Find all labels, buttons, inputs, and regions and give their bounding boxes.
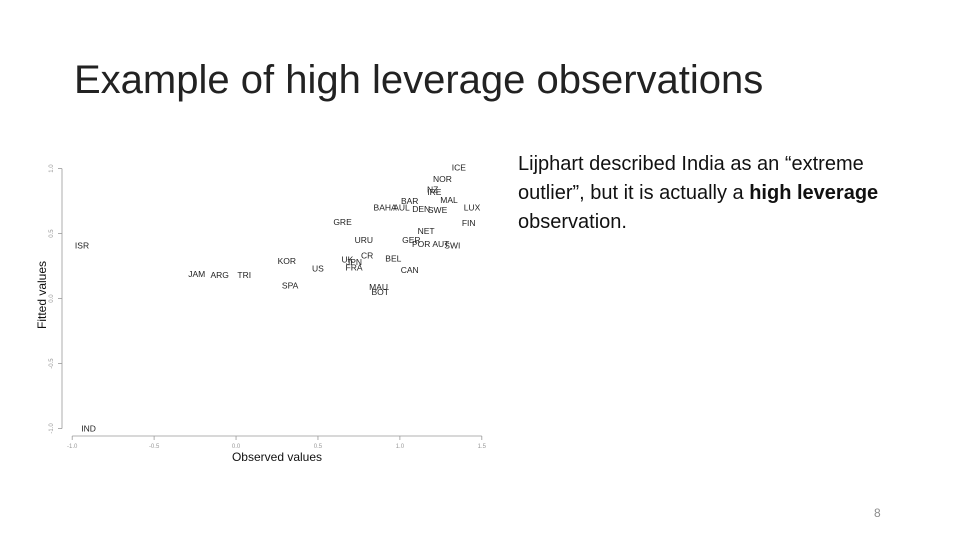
x-axis-title: Observed values	[232, 450, 322, 464]
point-label-arg: ARG	[210, 270, 228, 280]
point-label-swe: SWE	[428, 205, 448, 215]
point-label-cr: CR	[361, 251, 373, 261]
plot-ticks: -1.0 -0.5 0.0 0.5 1.0 1.5 -1.0 -0.5 0.0 0.5 1.0	[49, 164, 487, 450]
page-number: 8	[874, 506, 881, 520]
point-label-nz: NZ	[427, 184, 438, 194]
x-tick-label: 0.0	[232, 444, 241, 450]
x-tick-label: 1.5	[478, 444, 487, 450]
point-label-swi: SWI	[444, 240, 460, 250]
point-label-mal: MAL	[440, 195, 458, 205]
point-label-gre: GRE	[333, 217, 352, 227]
point-label-net: NET	[418, 226, 435, 236]
point-label-uru: URU	[355, 235, 373, 245]
x-tick-label: 1.0	[396, 444, 405, 450]
point-label-ire: IRE	[427, 187, 442, 197]
y-axis-title: Fitted values	[35, 261, 49, 329]
point-label-tri: TRI	[237, 270, 251, 280]
scatter-plot: -1.0 -0.5 0.0 0.5 1.0 1.5 -1.0 -0.5 0.0 0.5 1.0 IC…	[35, 162, 487, 464]
point-label-spa: SPA	[282, 281, 299, 291]
point-label-nor: NOR	[433, 174, 452, 184]
x-tick-label: -0.5	[149, 444, 160, 450]
point-label-bot: BOT	[371, 287, 388, 297]
y-tick-label: -1.0	[49, 423, 55, 434]
x-tick-label: 0.5	[314, 444, 323, 450]
explanation-part-2: observation.	[518, 211, 627, 233]
y-tick-label: -0.5	[49, 358, 55, 369]
point-label-fra: FRA	[346, 262, 363, 272]
explanation-part-1: Lijphart described India as an “extreme …	[518, 153, 864, 204]
point-label-uk: UK	[342, 255, 354, 265]
y-tick-label: 0.0	[49, 294, 55, 303]
y-tick-label: 1.0	[49, 164, 55, 173]
point-label-lux: LUX	[464, 203, 481, 213]
point-label-baha: BAHA	[374, 203, 397, 213]
point-label-can: CAN	[401, 265, 419, 275]
point-label-bel: BEL	[385, 253, 401, 263]
point-label-ind: IND	[81, 424, 96, 434]
point-label-aul: AUL	[393, 203, 410, 213]
point-label-ice: ICE	[452, 162, 467, 172]
point-label-jam: JAM	[188, 269, 205, 279]
point-label-ger: GER	[402, 235, 420, 245]
point-label-us: US	[312, 264, 324, 274]
point-label-kor: KOR	[278, 256, 296, 266]
point-label-bar: BAR	[401, 196, 418, 206]
explanation-bold-term: high leverage	[749, 182, 879, 204]
point-label-fin: FIN	[462, 218, 476, 228]
point-label-mau: MAU	[369, 282, 388, 292]
explanation-text: Lijphart described India as an “extreme …	[518, 150, 928, 237]
point-label-den: DEN	[412, 204, 430, 214]
point-label-por: POR	[412, 239, 430, 249]
point-label-aut: AUT	[432, 239, 449, 249]
point-label-jpn: JPN	[346, 257, 362, 267]
y-tick-label: 0.5	[49, 229, 55, 238]
point-label-isr: ISR	[75, 240, 89, 250]
x-tick-label: -1.0	[67, 444, 78, 450]
slide-title: Example of high leverage observations	[74, 58, 764, 102]
